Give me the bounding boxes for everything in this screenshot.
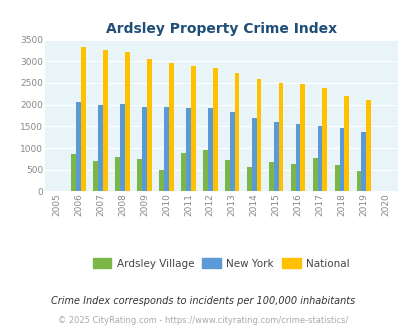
Bar xyxy=(164,107,168,191)
Legend: Ardsley Village, New York, National: Ardsley Village, New York, National xyxy=(88,254,353,273)
Bar xyxy=(137,159,142,191)
Title: Ardsley Property Crime Index: Ardsley Property Crime Index xyxy=(105,22,336,36)
Bar xyxy=(246,167,251,191)
Bar xyxy=(212,68,217,191)
Bar xyxy=(168,63,173,191)
Bar xyxy=(312,158,317,191)
Bar xyxy=(322,88,326,191)
Bar xyxy=(290,164,295,191)
Bar xyxy=(71,154,76,191)
Bar xyxy=(365,100,370,191)
Bar xyxy=(81,47,86,191)
Bar xyxy=(268,162,273,191)
Bar xyxy=(181,153,185,191)
Bar xyxy=(202,150,207,191)
Text: © 2025 CityRating.com - https://www.cityrating.com/crime-statistics/: © 2025 CityRating.com - https://www.city… xyxy=(58,316,347,325)
Bar xyxy=(343,96,348,191)
Bar xyxy=(142,107,147,191)
Bar xyxy=(229,113,234,191)
Bar xyxy=(147,59,151,191)
Bar xyxy=(207,108,212,191)
Bar xyxy=(278,83,283,191)
Bar xyxy=(125,52,130,191)
Bar xyxy=(103,50,108,191)
Bar xyxy=(93,161,98,191)
Bar xyxy=(256,79,261,191)
Bar xyxy=(98,105,103,191)
Bar xyxy=(234,73,239,191)
Bar xyxy=(224,160,229,191)
Bar xyxy=(185,108,190,191)
Bar xyxy=(190,66,195,191)
Bar xyxy=(295,124,300,191)
Bar xyxy=(115,157,120,191)
Bar xyxy=(159,170,164,191)
Bar xyxy=(300,84,305,191)
Bar xyxy=(120,104,125,191)
Bar xyxy=(356,171,360,191)
Bar xyxy=(76,103,81,191)
Bar xyxy=(360,132,365,191)
Bar xyxy=(251,118,256,191)
Text: Crime Index corresponds to incidents per 100,000 inhabitants: Crime Index corresponds to incidents per… xyxy=(51,296,354,306)
Bar xyxy=(334,165,339,191)
Bar xyxy=(317,126,322,191)
Bar xyxy=(339,128,343,191)
Bar xyxy=(273,122,278,191)
